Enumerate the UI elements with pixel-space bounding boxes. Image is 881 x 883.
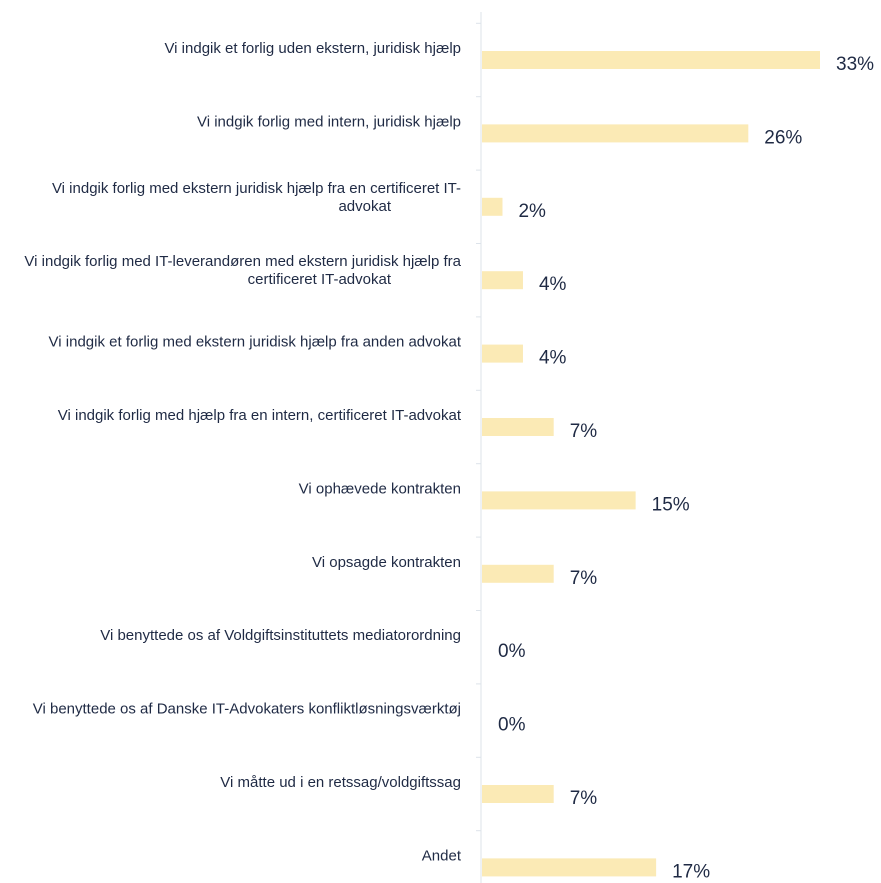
category-label: Vi opsagde kontrakten [312, 554, 461, 571]
data-label: 4% [539, 348, 567, 369]
category-label: Andet [422, 847, 462, 864]
category-label: Vi måtte ud i en retssag/voldgiftssag [220, 774, 461, 791]
category-label: Vi benyttede os af Voldgiftsinstituttets… [100, 627, 461, 644]
category-label: Vi benyttede os af Danske IT-Advokaters … [33, 701, 461, 718]
category-label: Vi indgik forlig med hjælp fra en intern… [58, 407, 462, 424]
bar [482, 51, 820, 69]
category-label: Vi indgik et forlig med ekstern juridisk… [49, 334, 462, 351]
bar [482, 858, 657, 877]
category-label: Vi indgik forlig med IT-leverandøren med… [24, 253, 461, 288]
category-label: Vi ophævede kontrakten [299, 480, 461, 497]
bar [482, 491, 636, 510]
data-label: 4% [539, 274, 567, 295]
data-label: 33% [836, 54, 874, 75]
category-label: Vi indgik forlig med ekstern juridisk hj… [52, 180, 461, 215]
bar [482, 124, 749, 143]
category-label: Vi indgik et forlig uden ekstern, juridi… [164, 40, 461, 57]
data-label: 26% [764, 127, 802, 148]
bar [482, 344, 523, 363]
data-label: 0% [498, 641, 526, 662]
data-label: 15% [652, 494, 690, 515]
data-label: 0% [498, 715, 526, 736]
bar [482, 271, 523, 290]
bar [482, 785, 554, 803]
data-label: 2% [518, 201, 546, 222]
data-label: 7% [570, 568, 598, 589]
bar [482, 197, 503, 216]
bar [482, 418, 554, 436]
category-label: Vi indgik forlig med intern, juridisk hj… [197, 113, 461, 130]
bar [482, 564, 554, 583]
data-label: 7% [570, 788, 598, 809]
data-label: 7% [570, 421, 598, 442]
data-label: 17% [672, 861, 710, 882]
